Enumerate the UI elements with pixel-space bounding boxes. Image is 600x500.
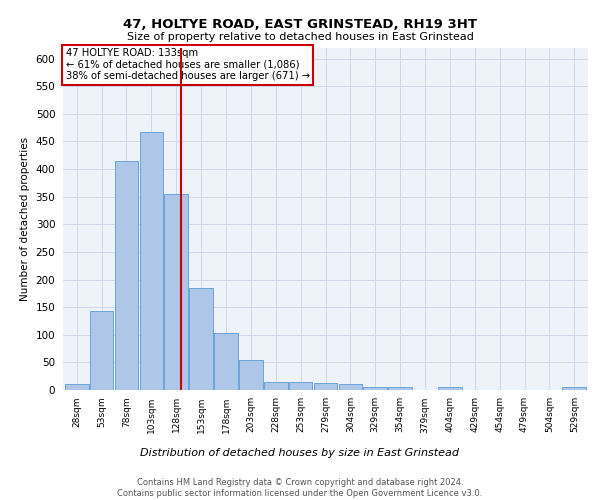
Text: Distribution of detached houses by size in East Grinstead: Distribution of detached houses by size … [140, 448, 460, 458]
Bar [214, 333, 238, 390]
Bar [239, 360, 263, 390]
Bar [264, 382, 287, 390]
Bar [140, 132, 163, 390]
Bar [90, 311, 113, 390]
Text: Contains HM Land Registry data © Crown copyright and database right 2024.
Contai: Contains HM Land Registry data © Crown c… [118, 478, 482, 498]
Bar [338, 384, 362, 390]
Bar [562, 387, 586, 390]
Bar [164, 194, 188, 390]
Bar [65, 384, 89, 390]
Bar [388, 387, 412, 390]
Y-axis label: Number of detached properties: Number of detached properties [20, 136, 30, 301]
Bar [364, 387, 387, 390]
Bar [289, 382, 313, 390]
Bar [189, 288, 213, 390]
Text: 47, HOLTYE ROAD, EAST GRINSTEAD, RH19 3HT: 47, HOLTYE ROAD, EAST GRINSTEAD, RH19 3H… [123, 18, 477, 30]
Bar [314, 384, 337, 390]
Text: 47 HOLTYE ROAD: 133sqm
← 61% of detached houses are smaller (1,086)
38% of semi-: 47 HOLTYE ROAD: 133sqm ← 61% of detached… [65, 48, 310, 82]
Bar [115, 160, 138, 390]
Bar [438, 387, 462, 390]
Text: Size of property relative to detached houses in East Grinstead: Size of property relative to detached ho… [127, 32, 473, 42]
